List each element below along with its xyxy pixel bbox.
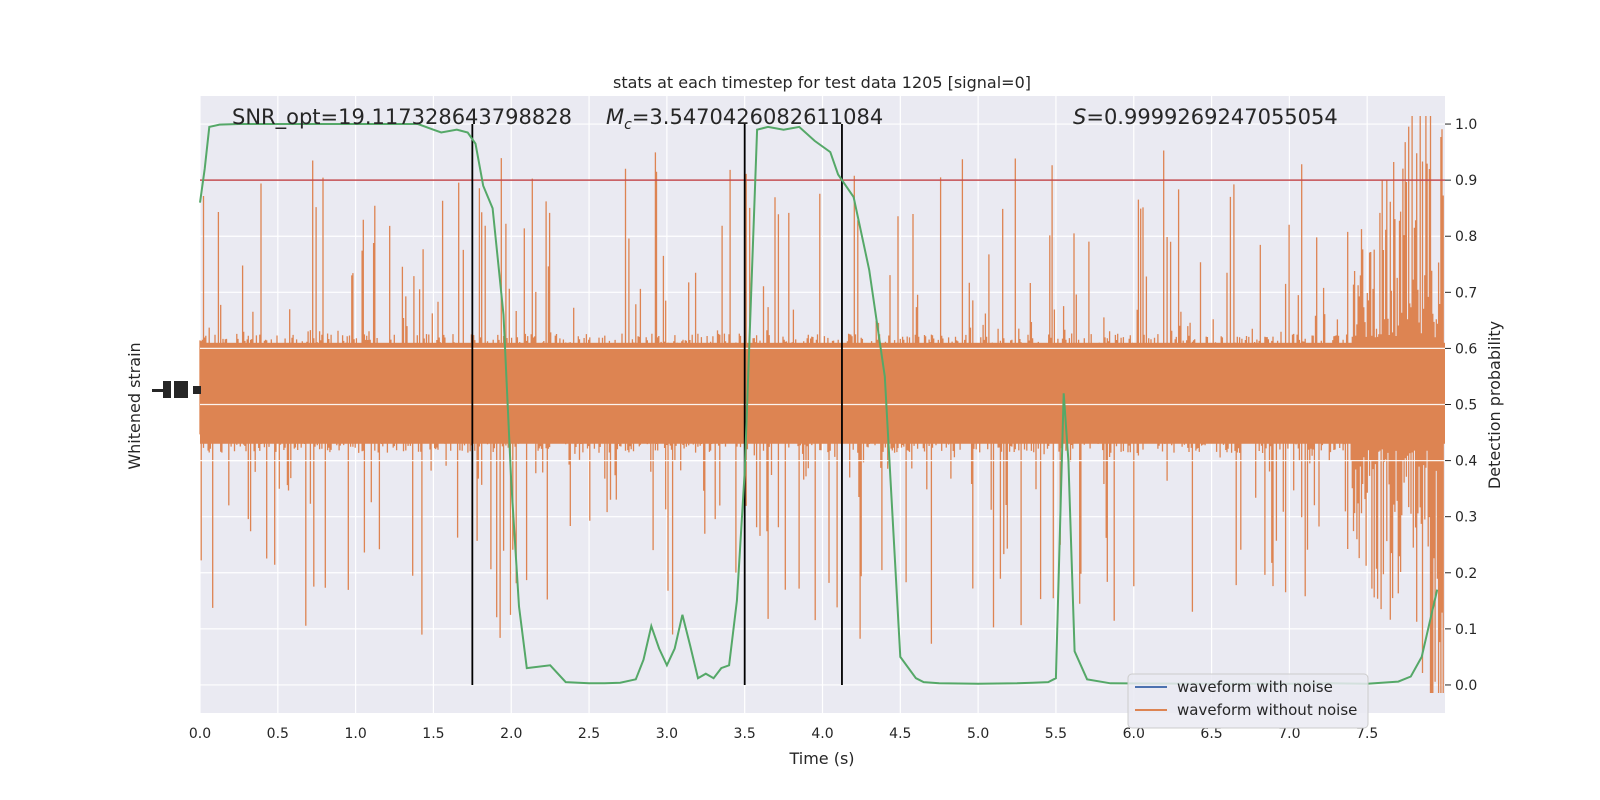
x-tick-label: 7.5 [1356, 726, 1378, 742]
legend-box [1127, 673, 1369, 729]
x-tick-label: 1.0 [344, 726, 366, 742]
x-tick-label: 0.0 [189, 726, 211, 742]
legend: waveform with noise waveform without noi… [1127, 673, 1369, 729]
x-tick-label: 1.5 [422, 726, 444, 742]
x-tick-label: 2.0 [500, 726, 522, 742]
left-tick-mark [163, 381, 171, 398]
y-axis-label-left: Whitened strain [125, 342, 144, 469]
chirp-mass-subscript: c [624, 117, 632, 133]
legend-label-with-noise: waveform with noise [1177, 678, 1333, 696]
left-tick-mark [174, 381, 188, 398]
snr-annotation: SNR_opt=19.117328643798828 [232, 105, 572, 130]
y-axis-label-right: Detection probability [1485, 321, 1504, 489]
x-tick-label: 2.5 [578, 726, 600, 742]
y-tick-label-right: 0.0 [1455, 678, 1477, 694]
y-tick-label-right: 0.1 [1455, 622, 1477, 638]
y-tick-label-right: 1.0 [1455, 117, 1477, 133]
x-axis-label: Time (s) [788, 749, 854, 768]
chirp-mass-symbol: M [606, 105, 624, 129]
chirp-mass-annotation: Mc=3.5470426082611084 [606, 105, 883, 133]
strain-band [199, 116, 1445, 693]
y-tick-label-right: 0.4 [1455, 454, 1477, 470]
detection-probability-line [199, 123, 1439, 685]
left-tick-mark [152, 389, 166, 392]
x-tick-label: 7.0 [1278, 726, 1300, 742]
y-tick-label-right: 0.3 [1455, 510, 1477, 526]
x-tick-label: 5.0 [967, 726, 989, 742]
y-tick-label-right: 0.2 [1455, 566, 1477, 582]
score-annotation: S=0.9999269247055054 [1073, 105, 1338, 129]
left-axis-tick-clutter [152, 381, 201, 398]
left-tick-mark [193, 386, 201, 394]
y-tick-label-right: 0.6 [1455, 341, 1477, 357]
x-tick-label: 5.5 [1045, 726, 1067, 742]
y-tick-label-right: 0.5 [1455, 398, 1477, 414]
chart-title: stats at each timestep for test data 120… [613, 73, 1031, 92]
y-tick-label-right: 0.7 [1455, 285, 1477, 301]
x-tick-label: 6.0 [1123, 726, 1145, 742]
x-tick-label: 0.5 [267, 726, 289, 742]
series-layer [199, 123, 1445, 685]
score-symbol: S [1073, 105, 1086, 129]
y-tick-label-right: 0.9 [1455, 173, 1477, 189]
x-tick-label: 4.0 [811, 726, 833, 742]
x-tick-label: 4.5 [889, 726, 911, 742]
x-tick-label: 3.5 [734, 726, 756, 742]
axes-layer: 0.0 0.5 1.0 1.5 2.0 2.5 3.0 3.5 4.0 4.5 5.0 5.5 6.0 6… [189, 117, 1477, 742]
x-tick-label: 6.5 [1200, 726, 1222, 742]
chirp-mass-value: =3.5470426082611084 [632, 105, 883, 129]
legend-label-without-noise: waveform without noise [1177, 701, 1357, 719]
x-tick-label: 3.0 [656, 726, 678, 742]
score-value: =0.9999269247055054 [1086, 105, 1337, 129]
y-tick-label-right: 0.8 [1455, 229, 1477, 245]
waveform-core-band [200, 342, 1445, 444]
